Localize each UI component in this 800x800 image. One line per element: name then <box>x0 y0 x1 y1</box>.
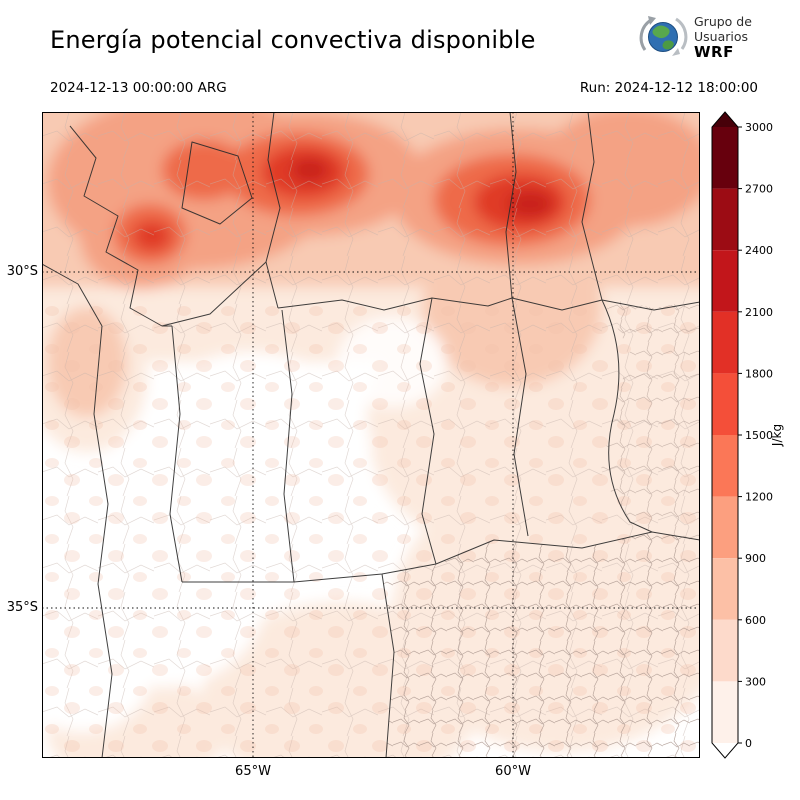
colorbar-segment <box>712 681 738 743</box>
lon-tick-60w: 60°W <box>495 764 531 779</box>
lat-tick-35s: 35°S <box>6 600 38 615</box>
colorbar-arrow-top <box>712 112 738 127</box>
colorbar-tick-label: 1500 <box>745 429 773 442</box>
colorbar-arrow-bottom <box>712 743 738 758</box>
colorbar-tick-label: 900 <box>745 552 766 565</box>
colorbar-segment <box>712 619 738 682</box>
colorbar-unit-label: J/kg <box>770 424 784 447</box>
colorbar-tick-label: 2400 <box>745 244 773 257</box>
colorbar-tick-labels: 3000 2700 2400 2100 1800 1500 1200 900 6… <box>745 121 773 750</box>
colorbar-tick-label: 300 <box>745 675 766 688</box>
logo-line-2: Usuarios <box>694 29 749 44</box>
colorbar-tick-label: 2700 <box>745 183 773 196</box>
map-frame <box>42 112 700 758</box>
cape-map <box>42 112 700 758</box>
wrf-logo: Grupo de Usuarios WRF <box>636 10 796 72</box>
colorbar-segment <box>712 496 738 559</box>
colorbar-tick-label: 1200 <box>745 491 773 504</box>
run-time-label: Run: 2024-12-12 18:00:00 <box>579 80 758 96</box>
colorbar-tick-marks <box>738 126 742 744</box>
colorbar-segment <box>712 435 738 497</box>
department-boundaries <box>42 112 700 758</box>
lon-tick-65w: 65°W <box>235 764 271 779</box>
colorbar-tick-label: 3000 <box>745 121 773 134</box>
colorbar-segment <box>712 373 738 435</box>
logo-line-3: WRF <box>694 43 734 61</box>
lat-tick-30s: 30°S <box>6 264 38 279</box>
colorbar-tick-label: 600 <box>745 614 766 627</box>
graticule <box>42 112 700 758</box>
colorbar-segment <box>712 127 738 189</box>
colorbar-tick-label: 1800 <box>745 367 773 380</box>
page-title: Energía potencial convectiva disponible <box>50 26 536 54</box>
logo-line-1: Grupo de <box>694 14 752 29</box>
colorbar-tick-label: 0 <box>745 737 752 750</box>
valid-time-label: 2024-12-13 00:00:00 ARG <box>50 80 227 96</box>
province-boundaries <box>42 112 700 758</box>
colorbar-segment <box>712 311 738 374</box>
globe-icon <box>639 16 688 56</box>
colorbar-segment <box>712 250 738 312</box>
colorbar-tick-label: 2100 <box>745 306 773 319</box>
colorbar: 3000 2700 2400 2100 1800 1500 1200 900 6… <box>711 111 784 759</box>
colorbar-segment <box>712 188 738 251</box>
colorbar-segment <box>712 558 738 620</box>
logo-text: Grupo de Usuarios WRF <box>694 14 752 60</box>
